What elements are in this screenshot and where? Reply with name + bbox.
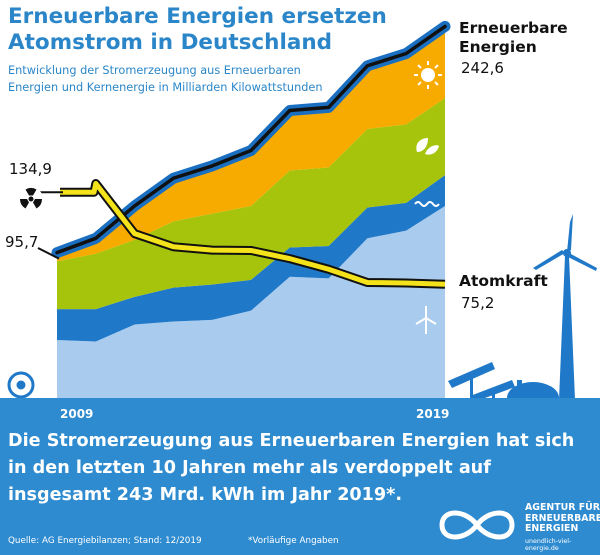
leaf-left [416, 138, 428, 152]
renewables-series-label: Erneuerbare Energien [459, 19, 568, 56]
title-line-1: Erneuerbare Energien ersetzen [8, 4, 387, 29]
nuclear-start-value: 134,9 [9, 160, 52, 178]
x-tick-2009: 2009 [60, 407, 94, 421]
nuclear-line [60, 180, 446, 287]
sun-ray [417, 64, 422, 69]
radiation-icon [19, 187, 43, 211]
radiation-outline-icon [7, 371, 35, 399]
logo-line-2: ERNEUERBARE [525, 512, 600, 524]
nuclear-series-label: Atomkraft [459, 272, 548, 290]
wind-turbine-silhouette-icon [533, 214, 597, 400]
renewables-start-value: 95,7 [5, 233, 39, 251]
biomass-area [57, 98, 445, 310]
radiation-blade [20, 199, 29, 209]
title-line-2: Atomstrom in Deutschland [8, 30, 333, 55]
logo-url[interactable]: unendlich-viel-energie.de [525, 538, 572, 552]
turbine-blade [415, 317, 427, 325]
wind-area [57, 205, 445, 400]
nuclear-end-value: 75,2 [461, 294, 495, 312]
solar-area [57, 25, 445, 262]
page-title: Erneuerbare Energien ersetzen Atomstrom … [8, 4, 428, 56]
hydro-area [57, 175, 445, 342]
subtitle: Entwicklung der Stromerzeugung aus Erneu… [8, 62, 338, 96]
subtitle-line-2: Energien und Kernenergie in Milliarden K… [8, 81, 323, 94]
sun-ray [434, 81, 439, 86]
wind-turbine-icon [415, 306, 437, 334]
leaves-icon [416, 138, 439, 155]
logo-line-3: ENERGIEN [525, 523, 579, 535]
radiation-blade [33, 199, 42, 209]
infinity-logo-icon [439, 510, 515, 540]
subtitle-line-1: Entwicklung der Stromerzeugung aus Erneu… [8, 64, 301, 77]
logo-wordmark: AGENTUR FÜR ERNEUERBARE ENERGIEN [525, 502, 600, 535]
turbine-blade [425, 317, 437, 325]
leaf-right [425, 145, 439, 155]
water-icon [414, 201, 440, 207]
sun-ray [417, 81, 422, 86]
sun-ray [434, 64, 439, 69]
agency-logo[interactable]: AGENTUR FÜR ERNEUERBARE ENERGIEN unendli… [432, 499, 600, 552]
source-note: Quelle: AG Energiebilanzen; Stand: 12/20… [8, 536, 202, 546]
headline: Die Stromerzeugung aus Erneuerbaren Ener… [8, 431, 575, 505]
renewables-end-value: 242,6 [461, 59, 504, 77]
summary-banner: 2009 2019 Die Stromerzeugung aus Erneuer… [0, 398, 600, 555]
solar-panels-silhouette-icon [448, 362, 515, 402]
sun-core [421, 68, 435, 82]
sun-icon [414, 61, 442, 89]
radiation-blade [25, 188, 37, 196]
x-tick-2019: 2019 [416, 407, 450, 421]
footnote: *Vorläufige Angaben [248, 536, 339, 546]
logo-line-1: AGENTUR FÜR [525, 502, 600, 513]
water-wave [414, 201, 440, 207]
radiation-center [28, 196, 34, 202]
renewables-leader [37, 247, 60, 260]
